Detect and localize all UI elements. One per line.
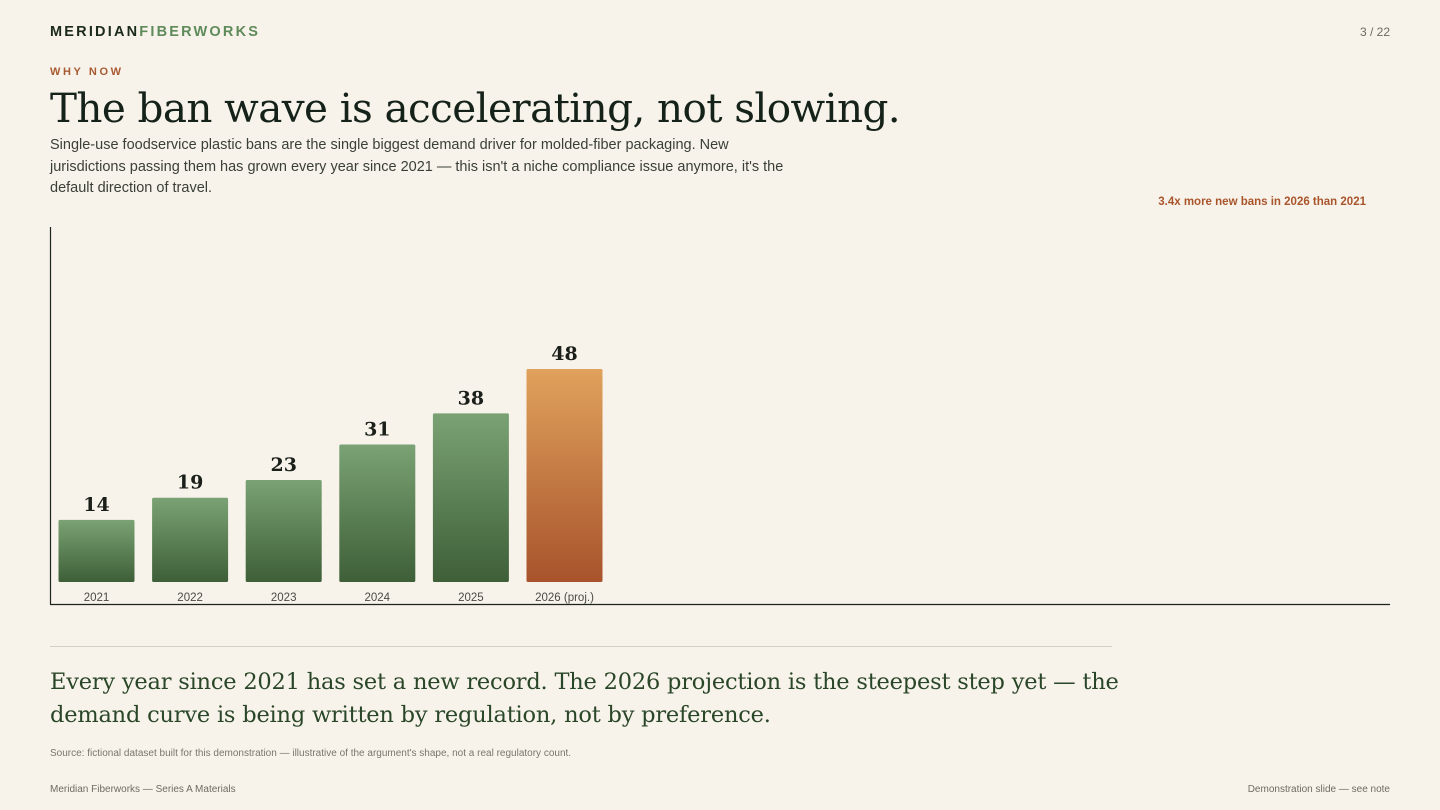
bar-2023 (245, 479, 322, 582)
takeaway-text: Every year since 2021 has set a new reco… (50, 669, 1119, 728)
bar-2026-proj (526, 369, 603, 582)
x-tick-label: 2025 (458, 592, 484, 604)
eyebrow-label: WHY NOW (50, 66, 124, 78)
data-label: 23 (270, 454, 296, 476)
brand-logo: MERIDIANFIBERWORKS (50, 24, 260, 40)
brand-part2: FIBERWORKS (139, 24, 261, 40)
slide-title: The ban wave is accelerating, not slowin… (50, 84, 901, 132)
x-tick-label: 2023 (271, 592, 297, 604)
chart-callout: 3.4x more new bans in 2026 than 2021 (1158, 196, 1366, 208)
footer-right: Demonstration slide — see note (1247, 784, 1390, 795)
bar-2025 (432, 413, 509, 582)
brand-part1: MERIDIAN (50, 24, 140, 40)
slide-subtitle: Single-use foodservice plastic bans are … (50, 137, 784, 197)
bar-2021 (58, 519, 135, 582)
footer-left: Meridian Fiberworks — Series A Materials (50, 784, 236, 795)
bar-2022 (152, 497, 229, 582)
x-tick-label: 2026 (proj.) (535, 592, 594, 604)
bar-2024 (339, 444, 416, 582)
x-tick-label: 2022 (177, 592, 203, 604)
data-label: 19 (177, 472, 203, 494)
x-tick-label: 2021 (84, 592, 110, 604)
x-tick-label: 2024 (365, 592, 391, 604)
data-label: 48 (551, 343, 577, 365)
page-number: 3 / 22 (1359, 25, 1390, 39)
data-label: 14 (83, 494, 109, 516)
data-label: 31 (364, 418, 390, 440)
source-note: Source: fictional dataset built for this… (50, 748, 572, 759)
data-label: 38 (458, 387, 484, 409)
divider (50, 646, 1112, 647)
